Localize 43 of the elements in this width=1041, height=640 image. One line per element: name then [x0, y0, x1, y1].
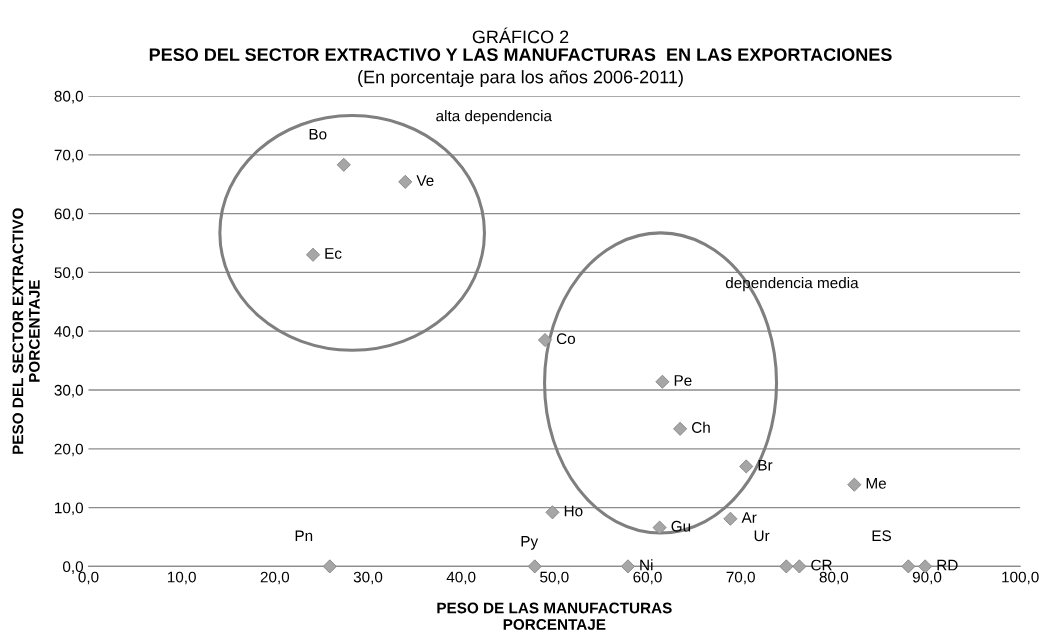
y-tick-label: 20,0	[54, 443, 84, 457]
annotation: Ho	[564, 505, 583, 517]
annotation: CR	[811, 559, 832, 571]
y-tick-label: 70,0	[54, 149, 84, 163]
y-tick-label: 30,0	[54, 384, 84, 398]
x-tick-label: 60,0	[633, 571, 662, 585]
y-axis-title: PESO DEL SECTOR EXTRACTIVO PORCENTAJE	[12, 208, 40, 454]
annotation: alta dependencia	[436, 110, 552, 125]
annotation: Ec	[325, 248, 342, 259]
annotation: Gu	[671, 520, 691, 532]
x-tick-label: 100,0	[1002, 571, 1039, 585]
x-tick-label: 90,0	[912, 571, 942, 585]
y-tick-label: 60,0	[54, 208, 84, 222]
annotation: Co	[556, 333, 576, 345]
x-tick-label: 20,0	[260, 571, 290, 585]
annotation: Me	[866, 478, 886, 489]
annotation: Ni	[640, 559, 653, 571]
x-tick-label: 30,0	[353, 571, 383, 585]
annotation: Pe	[674, 375, 692, 386]
annotation: RD	[937, 559, 958, 571]
annotation: Py	[521, 536, 539, 550]
annotation: Ve	[416, 175, 434, 186]
text: GRÁFICO 2	[472, 27, 569, 44]
annotation: Ar	[741, 512, 757, 523]
annotation: Br	[758, 459, 773, 471]
annotation: ES	[872, 530, 892, 542]
x-tick-label: 80,0	[819, 571, 849, 585]
y-tick-label: 80,0	[54, 90, 84, 104]
annotation: Bo	[309, 128, 327, 140]
x-tick-label: 10,0	[167, 571, 196, 585]
x-tick-label: 50,0	[540, 571, 569, 585]
x-tick-label: 70,0	[726, 571, 755, 585]
annotation: dependencia media	[725, 277, 859, 292]
y-tick-label: 10,0	[55, 502, 84, 516]
annotation: Pn	[295, 530, 313, 542]
chart-subtitle: (En porcentaje para los años 2006-2011)	[358, 70, 683, 87]
chart-title: PESO DEL SECTOR EXTRACTIVO Y LAS MANUFACTURAS EN LAS EXPORTACIONES	[149, 48, 892, 61]
annotation: Ch	[692, 421, 710, 433]
y-tick-label: 50,0	[54, 267, 84, 280]
x-axis-title: PESO DE LAS MANUFACTURAS PORCENTAJE	[437, 602, 672, 630]
x-tick-label: 40,0	[446, 571, 476, 585]
annotation: Ur	[754, 530, 770, 542]
y-tick-label: 40,0	[54, 326, 84, 339]
